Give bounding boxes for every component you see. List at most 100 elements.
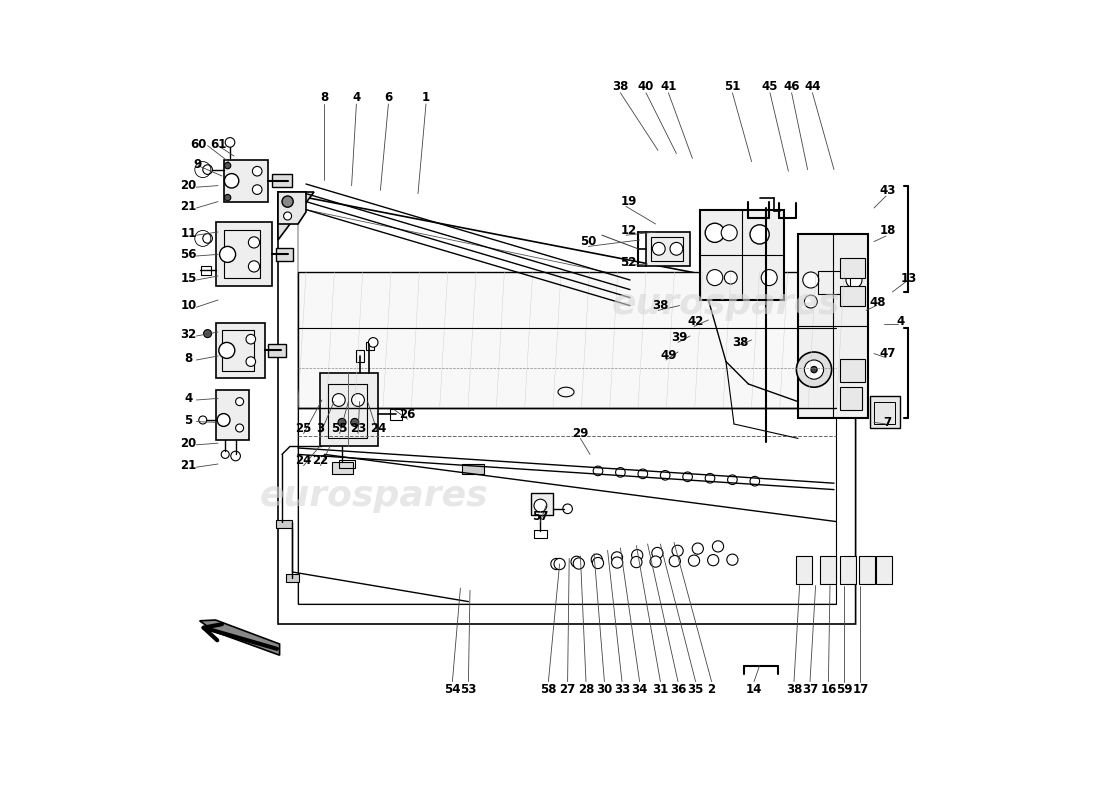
Bar	[286, 574, 299, 582]
Text: 16: 16	[821, 683, 837, 696]
Text: 42: 42	[688, 315, 704, 328]
Circle shape	[338, 418, 346, 426]
Circle shape	[591, 554, 603, 565]
Text: 48: 48	[870, 296, 887, 309]
Text: 50: 50	[580, 235, 596, 248]
Bar	[818, 271, 850, 294]
Text: 8: 8	[320, 91, 329, 104]
Circle shape	[593, 466, 603, 476]
Circle shape	[224, 162, 231, 169]
Polygon shape	[278, 192, 314, 240]
Circle shape	[220, 246, 235, 262]
Text: 33: 33	[614, 683, 630, 696]
Text: 49: 49	[660, 350, 676, 362]
Text: 38: 38	[613, 80, 628, 93]
Text: 9: 9	[194, 158, 202, 170]
Text: 36: 36	[670, 683, 686, 696]
Bar	[531, 493, 553, 515]
Circle shape	[235, 424, 243, 432]
Text: 20: 20	[180, 179, 197, 192]
Text: 61: 61	[210, 138, 227, 150]
Circle shape	[750, 476, 760, 486]
Circle shape	[221, 450, 229, 458]
Bar	[222, 330, 254, 371]
Circle shape	[593, 558, 604, 569]
Text: 59: 59	[836, 683, 852, 696]
Circle shape	[652, 242, 666, 255]
Circle shape	[683, 472, 692, 482]
Text: 40: 40	[638, 80, 654, 93]
Circle shape	[551, 558, 562, 570]
Circle shape	[616, 467, 625, 477]
Circle shape	[796, 352, 832, 387]
Circle shape	[573, 558, 584, 569]
Text: 14: 14	[746, 683, 762, 696]
Circle shape	[689, 555, 700, 566]
Text: 7: 7	[883, 416, 892, 429]
Circle shape	[252, 185, 262, 194]
Text: 35: 35	[688, 683, 704, 696]
Text: 1: 1	[422, 91, 430, 104]
Circle shape	[224, 194, 231, 201]
Text: 12: 12	[620, 224, 637, 237]
Text: 21: 21	[180, 200, 197, 213]
Circle shape	[563, 504, 572, 514]
Bar	[298, 272, 836, 408]
Bar	[839, 387, 862, 410]
Bar	[272, 174, 292, 187]
Text: 5: 5	[185, 414, 192, 426]
Bar	[216, 323, 265, 378]
Bar	[390, 409, 402, 420]
Text: 55: 55	[331, 422, 348, 434]
Text: 52: 52	[620, 256, 637, 269]
Text: 47: 47	[879, 347, 895, 360]
Text: 39: 39	[671, 331, 688, 344]
Circle shape	[219, 342, 234, 358]
Text: 27: 27	[560, 683, 575, 696]
Text: 38: 38	[733, 336, 749, 349]
Text: 11: 11	[180, 227, 197, 240]
Text: 41: 41	[660, 80, 676, 93]
Circle shape	[235, 398, 243, 406]
Circle shape	[750, 225, 769, 244]
Circle shape	[722, 225, 737, 241]
Text: 38: 38	[785, 683, 802, 696]
Circle shape	[252, 166, 262, 176]
Circle shape	[650, 556, 661, 567]
Circle shape	[226, 138, 234, 147]
Circle shape	[249, 237, 260, 248]
Text: 25: 25	[296, 422, 311, 434]
Circle shape	[761, 270, 778, 286]
Text: 8: 8	[185, 352, 192, 365]
Circle shape	[669, 555, 681, 566]
Circle shape	[705, 474, 715, 483]
Bar	[339, 460, 355, 468]
Text: 46: 46	[783, 80, 800, 93]
Bar	[839, 286, 866, 306]
Circle shape	[534, 499, 547, 512]
Circle shape	[217, 414, 230, 426]
Bar	[356, 350, 364, 362]
Circle shape	[713, 541, 724, 552]
Text: 30: 30	[596, 683, 613, 696]
Circle shape	[612, 557, 623, 568]
Text: eurospares: eurospares	[612, 287, 840, 321]
Circle shape	[638, 469, 648, 478]
Bar	[329, 384, 366, 438]
Text: 54: 54	[444, 683, 461, 696]
Text: 18: 18	[879, 224, 895, 237]
Text: 26: 26	[399, 408, 416, 421]
Text: 17: 17	[852, 683, 869, 696]
Polygon shape	[278, 192, 306, 224]
Circle shape	[224, 174, 239, 188]
Circle shape	[725, 271, 737, 284]
Text: 28: 28	[578, 683, 594, 696]
Bar	[877, 556, 892, 584]
Text: 4: 4	[185, 392, 192, 405]
Text: 60: 60	[190, 138, 206, 150]
Text: 15: 15	[180, 272, 197, 285]
Circle shape	[672, 546, 683, 557]
Circle shape	[670, 242, 683, 255]
Circle shape	[612, 552, 623, 563]
Text: 21: 21	[180, 459, 197, 472]
